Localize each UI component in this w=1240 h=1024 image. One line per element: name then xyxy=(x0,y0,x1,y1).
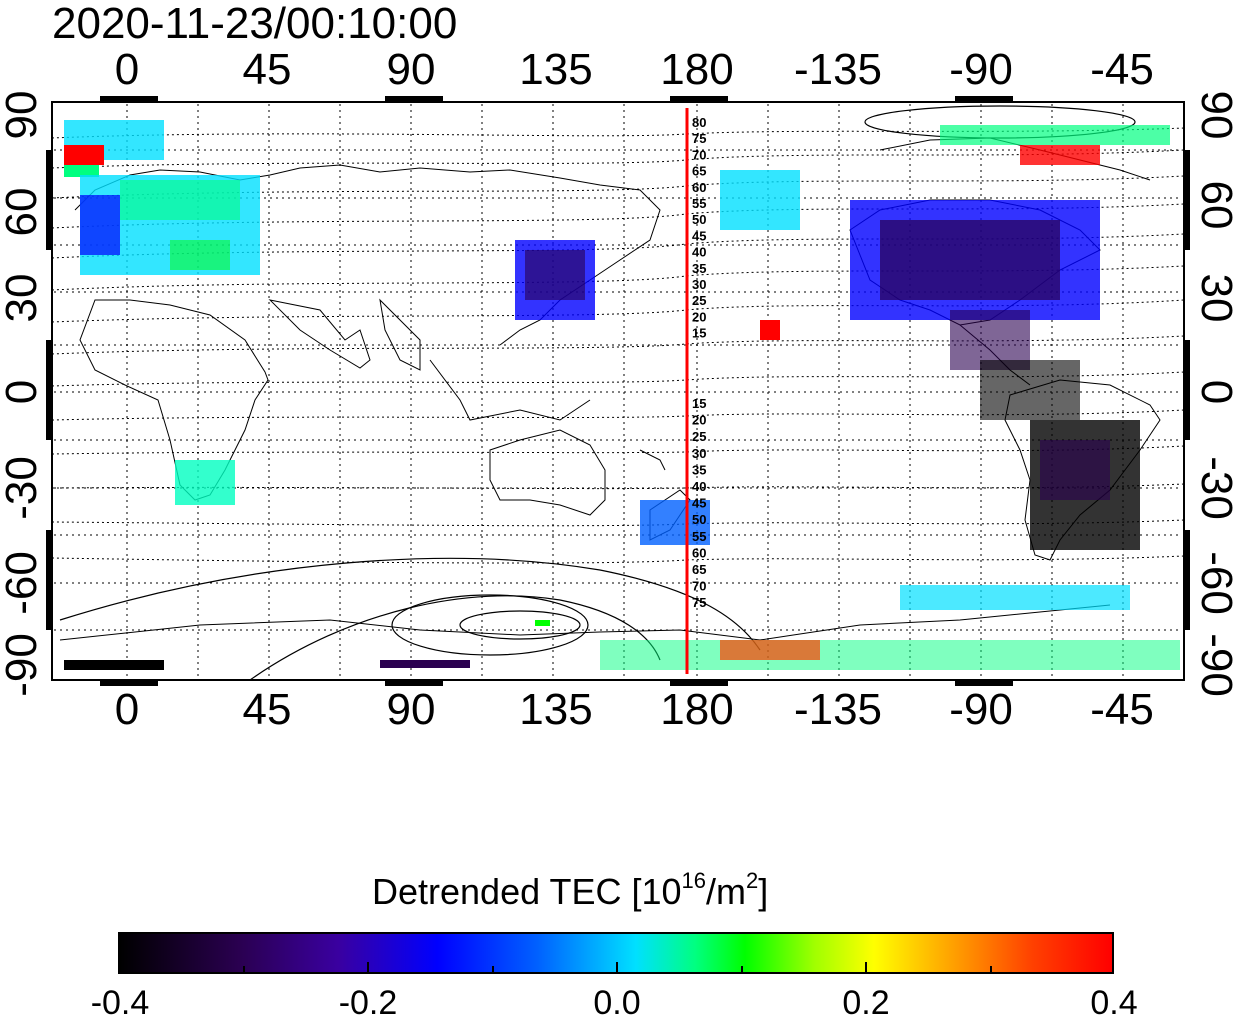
tec-data xyxy=(64,120,1180,670)
colorbar-title-exponent: 16 xyxy=(681,868,706,893)
colorbar-label: 0.2 xyxy=(842,984,890,1022)
contour-label: 65 xyxy=(692,164,706,179)
timestamp: 2020-11-23/00:10:00 xyxy=(52,0,458,48)
contour-label: 35 xyxy=(692,261,706,276)
contour-label: 15 xyxy=(692,326,706,341)
colorbar-minor-tick xyxy=(741,966,743,974)
colorbar-title: Detrended TEC [1016/m2] xyxy=(372,870,769,912)
lon-tick-bottom: -90 xyxy=(949,685,1013,734)
lon-tick-top: 180 xyxy=(660,45,734,94)
lon-tick-bottom: 45 xyxy=(242,685,292,734)
lon-tick-top: -90 xyxy=(949,45,1013,94)
colorbar-minor-tick xyxy=(243,966,245,974)
lon-tick-bottom: 0 xyxy=(114,685,140,734)
contour-label: 15 xyxy=(692,396,706,411)
contour-label: 70 xyxy=(692,579,706,594)
contour-label: 45 xyxy=(692,496,706,511)
contour-label: 25 xyxy=(692,429,706,444)
magnetic-contours xyxy=(51,127,1185,564)
contour-label: 40 xyxy=(692,479,706,494)
lon-tick-top: 135 xyxy=(519,45,593,94)
contour-label: 30 xyxy=(692,446,706,461)
colorbar-title-main: Detrended TEC [10 xyxy=(372,871,682,912)
colorbar-label: 0.4 xyxy=(1090,984,1138,1022)
colorbar-tick xyxy=(616,962,618,974)
contour-label: 70 xyxy=(692,147,706,162)
map-frame xyxy=(46,96,1190,686)
colorbar-label: -0.4 xyxy=(90,984,150,1022)
lon-tick-bottom: 135 xyxy=(519,685,593,734)
contour-label: 60 xyxy=(692,545,706,560)
contour-label: 75 xyxy=(692,595,706,610)
contour-label: 80 xyxy=(692,115,706,130)
contour-label: 45 xyxy=(692,228,706,243)
contour-label: 25 xyxy=(692,293,706,308)
colorbar-minor-tick xyxy=(990,966,992,974)
lon-tick-top: 0 xyxy=(114,45,140,94)
contour-label: 50 xyxy=(692,212,706,227)
colorbar-title-unit: /m xyxy=(706,871,746,912)
colorbar-title-bracket: ] xyxy=(758,871,769,912)
contour-label: 40 xyxy=(692,245,706,260)
lon-tick-bottom: -45 xyxy=(1090,685,1154,734)
lon-tick-top: 90 xyxy=(386,45,436,94)
lon-tick-top: -45 xyxy=(1090,45,1154,94)
lon-tick-top: -135 xyxy=(793,45,883,94)
colorbar-tick xyxy=(367,962,369,974)
contour-label: 20 xyxy=(692,309,706,324)
colorbar-minor-tick xyxy=(492,966,494,974)
graticule xyxy=(54,104,1182,678)
contour-label: 65 xyxy=(692,562,706,577)
contour-label: 30 xyxy=(692,277,706,292)
contour-label: 20 xyxy=(692,413,706,428)
lon-tick-bottom: 180 xyxy=(660,685,734,734)
contour-label: 55 xyxy=(692,196,706,211)
colorbar-tick xyxy=(865,962,867,974)
lon-tick-bottom: 90 xyxy=(386,685,436,734)
contour-label: 50 xyxy=(692,512,706,527)
contour-label: 75 xyxy=(692,131,706,146)
contour-label: 35 xyxy=(692,462,706,477)
colorbar-label: 0.0 xyxy=(593,984,641,1022)
colorbar-title-exponent: 2 xyxy=(746,868,759,893)
contour-label: 55 xyxy=(692,529,706,544)
colorbar-label: -0.2 xyxy=(338,984,398,1022)
contour-label: 60 xyxy=(692,180,706,195)
lon-tick-top: 45 xyxy=(242,45,292,94)
lon-tick-bottom: -135 xyxy=(793,685,883,734)
